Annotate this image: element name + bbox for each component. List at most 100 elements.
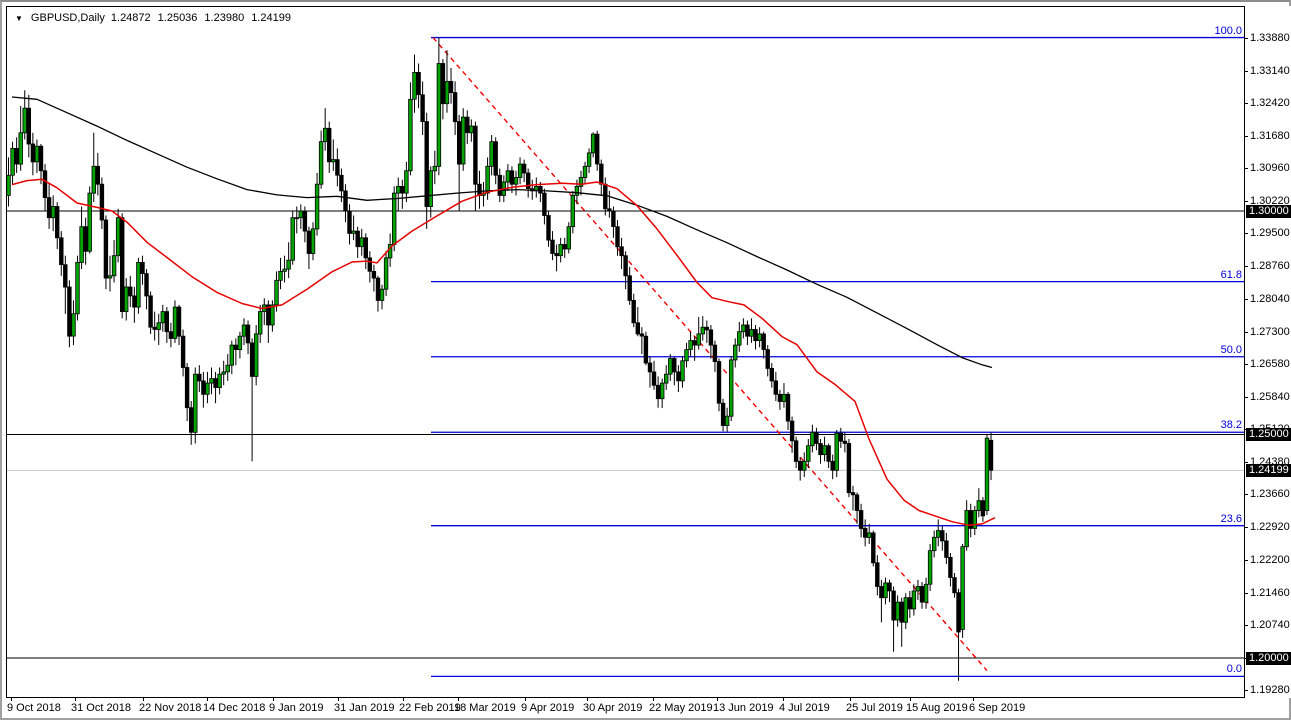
candle-up [270,304,275,326]
candle-down [647,362,653,373]
candle-up [737,331,742,346]
candle-up [566,226,571,250]
price-tick-label: 1.28040 [1250,292,1290,305]
candle-up [664,373,669,384]
candle-up [428,170,433,208]
price-tick-mark [1244,266,1248,268]
candle-up [984,437,990,511]
time-tick-mark [75,698,76,701]
candle-down [761,333,766,350]
candle-down [103,219,109,279]
time-tick-mark [783,698,784,701]
candle-up [282,268,287,272]
candle-up [217,373,222,389]
candle-up [51,206,56,219]
price-tick-label: 1.29500 [1250,227,1290,240]
price-axis[interactable]: 1.33880 1.33140 1.32420 1.31680 1.30960 1.302… [1244,6,1291,698]
candle-up [570,194,575,228]
candle-down [339,174,344,192]
descending-trendline[interactable] [432,37,988,671]
candle-down [745,324,750,337]
candle-down [347,210,352,234]
candle-down [854,494,860,511]
candle-down [59,237,64,266]
candle-up [75,261,80,315]
candle-down [424,121,429,207]
ma-fast-line[interactable] [11,178,996,527]
candle-down [140,261,145,274]
candle-down [619,246,624,257]
ma-slow-line[interactable] [11,96,993,369]
candle-down [448,81,454,94]
candle-up [578,177,584,187]
symbol-timeframe-label: GBPUSD,Daily [30,12,105,24]
time-tick-label: 4 Jul 2019 [779,702,830,714]
candle-down [420,94,425,123]
candle-up [290,217,295,261]
price-tick-mark [1244,70,1248,72]
time-tick-label: 14 Dec 2018 [203,702,266,714]
symbol-dropdown-icon[interactable]: ▼ [15,13,23,23]
candle-down [838,432,843,442]
candle-up [351,230,356,234]
candle-down [526,172,531,190]
candle-up [318,141,324,185]
time-tick-label: 22 May 2019 [649,702,713,714]
time-tick-label: 18 Mar 2019 [454,702,516,714]
candle-down [599,163,604,185]
price-tick-label: 1.31680 [1250,129,1290,142]
candle-up [688,340,693,350]
time-tick-label: 25 Jul 2019 [846,702,903,714]
candle-down [63,264,68,288]
candle-up [379,288,385,301]
candle-up [79,226,84,263]
price-tick-label: 1.30220 [1250,195,1290,208]
candle-up [156,322,161,330]
candle-down [355,230,360,248]
candle-up [834,432,839,471]
price-tick-label: 1.19280 [1250,684,1290,697]
time-tick-mark [717,698,718,701]
candle-down [716,361,722,404]
price-tick-label: 1.27300 [1250,325,1290,338]
price-tick-label: 1.32420 [1250,96,1290,109]
candle-down [907,597,912,610]
price-tick-mark [1244,624,1248,626]
candle-up [927,550,933,585]
candle-up [87,192,92,252]
time-tick-mark [11,698,12,701]
candle-down [266,304,271,326]
candle-up [412,72,417,100]
candle-down [132,295,137,308]
candle-down [651,371,657,386]
price-tick-mark [1244,135,1248,137]
candle-down [306,230,312,254]
ohlc-open: 1.24872 [110,12,151,24]
candle-up [278,270,283,281]
candle-up [432,165,437,172]
candle-up [221,371,226,375]
time-axis[interactable]: 9 Oct 2018 31 Oct 2018 22 Nov 2018 14 Dec 2… [6,698,1246,717]
candle-up [331,159,336,163]
candle-down [798,460,803,471]
candle-down [850,492,856,496]
candle-down [773,380,778,395]
time-tick-mark [338,698,339,701]
candle-down [826,445,831,462]
candle-up [34,145,40,163]
price-tick-mark [1244,102,1248,104]
candle-down [704,326,709,331]
candle-down [615,226,620,248]
price-tick-mark [1244,201,1248,203]
candle-down [176,306,182,337]
candle-up [729,359,734,417]
candle-up [444,81,450,105]
chart-canvas[interactable] [7,7,1244,697]
candle-down [371,270,377,279]
candle-down [148,295,153,328]
chart-plot-area[interactable]: ▼ GBPUSD,Daily 1.24872 1.25036 1.23980 1… [6,6,1245,698]
candle-down [818,443,823,456]
candle-up [964,510,969,548]
price-tick-mark [1244,592,1248,594]
